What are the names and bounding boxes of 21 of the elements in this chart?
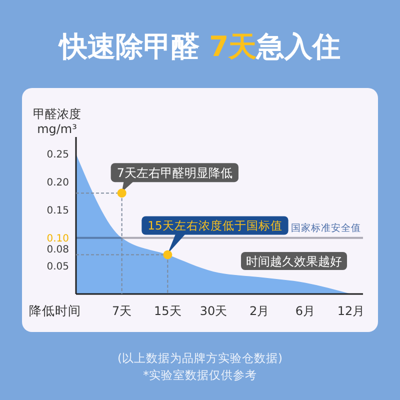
chart-title: 快速除甲醛 7天急入住 <box>57 30 341 63</box>
y-tick-label: 0.05 <box>46 261 69 272</box>
text: *实验室数据仅供参考 <box>143 368 257 382</box>
ref-line-label: 国家标准安全值 <box>291 222 361 234</box>
x-tick-label: 6月 <box>295 304 315 318</box>
y-tick-label: 0.10 <box>46 233 69 244</box>
x-tick-label: 7天 <box>112 304 132 318</box>
x-tick-label: 30天 <box>200 304 228 318</box>
y-axis-title: 甲醛浓度 mg/m³ <box>33 107 81 136</box>
x-tick-label: 2月 <box>250 304 270 318</box>
y-tick-label: 0.15 <box>46 205 69 216</box>
x-axis-title: 降低时间 <box>29 303 81 318</box>
y-tick-label: 0.08 <box>46 244 69 256</box>
text: (以上数据为品牌方实验仓数据) <box>118 351 282 365</box>
y-tick-label: 0.25 <box>46 149 69 160</box>
x-tick-label: 12月 <box>337 304 365 318</box>
x-tick-label: 15天 <box>154 304 182 318</box>
y-tick-label: 0.20 <box>46 177 69 188</box>
annotation: 15天左右浓度低于国标值 <box>148 218 282 233</box>
annotation: 7天左右甲醛明显降低 <box>116 166 232 180</box>
annotation: 时间越久效果越好 <box>246 254 342 268</box>
